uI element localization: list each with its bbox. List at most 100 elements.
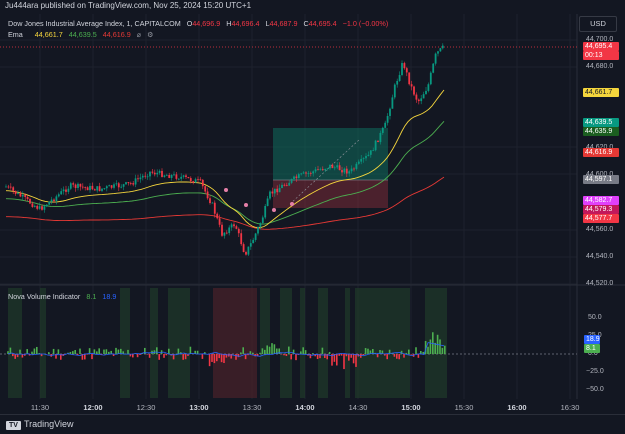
candle-body [430,73,432,85]
volume-bar [283,354,285,355]
volume-zone [355,288,410,398]
close-value: 44,695.4 [309,19,337,28]
volume-bar [377,354,379,357]
tradingview-logo-text: TradingView [24,419,74,429]
volume-bar [211,354,213,362]
candle-body [380,133,382,142]
candle-body [291,179,293,183]
eye-off-icon[interactable]: ⌀ [137,30,141,39]
candle-body [142,176,144,178]
volume-legend[interactable]: Nova Volume Indicator 8.1 18.9 [8,292,120,301]
candle-body [382,128,384,133]
volume-bar [156,347,158,354]
candle-body [387,116,389,123]
candle-body [288,183,290,186]
volume-zone [120,288,130,398]
time-tick: 13:30 [243,403,262,412]
ema-slow-badge: 44,616.9 [583,148,619,157]
volume-value-blue: 18.9 [102,292,116,301]
candle-body [63,190,65,192]
candle-body [22,195,24,196]
volume-bar [403,354,405,358]
volume-bar [302,347,304,354]
candle-body [27,197,29,199]
volume-bar [137,354,139,357]
candle-body [296,177,298,179]
settings-icon[interactable]: ⚙ [147,30,153,39]
candle-body [149,172,151,177]
signal-marker [272,208,276,212]
candle-body [406,68,408,72]
volume-bar [98,348,100,354]
candle-body [423,94,425,98]
candle-body [413,86,415,94]
volume-bar [158,354,160,360]
volume-bar [418,354,420,358]
candle-body [334,167,336,168]
candle-body [171,175,173,178]
time-tick: 13:00 [189,403,208,412]
volume-bar [185,354,187,359]
candle-body [10,187,12,188]
volume-bar [365,348,367,354]
price-tick: 44,560.0 [586,226,613,233]
volume-bar [149,354,151,358]
candle-body [144,176,146,177]
volume-indicator-name: Nova Volume Indicator [8,292,80,301]
last-price-badge: 44,695.4 [583,42,619,51]
volume-bar [329,352,331,354]
volume-bar [72,351,74,354]
candle-body [168,175,170,178]
candle-body [286,185,288,186]
volume-zone [300,288,305,398]
volume-bar [79,349,81,354]
candle-body [92,186,94,189]
volume-bar [127,350,129,354]
candle-body [269,192,271,199]
target-badge: 44,635.9 [583,127,619,136]
time-tick: 12:30 [137,403,156,412]
candle-body [44,206,46,210]
chart-canvas[interactable] [0,14,625,414]
volume-bar [406,353,408,354]
volume-bar [338,354,340,356]
candle-body [394,85,396,98]
volume-bar [36,347,38,354]
publisher-text: Ju444ara published on TradingView.com, N… [5,1,251,10]
currency-button[interactable]: USD [579,16,617,32]
candle-body [351,169,353,172]
candle-body [164,175,166,176]
candle-body [231,224,233,227]
open-value: 44,696.9 [192,19,220,28]
volume-bar [362,354,364,355]
symbol-legend[interactable]: Dow Jones Industrial Average Index, 1, C… [8,19,392,28]
candle-body [104,188,106,189]
candle-body [156,173,158,174]
ema-legend[interactable]: Ema 44,661.7 44,639.5 44,616.9 ⌀ ⚙ [8,30,158,39]
candle-body [214,203,216,214]
volume-bar [132,354,134,357]
volume-bar [305,350,307,354]
volume-bar [353,354,355,363]
candle-body [207,191,209,198]
candle-body [435,54,437,64]
volume-bar [271,343,273,354]
candle-body [327,168,329,169]
candle-body [212,203,214,204]
candle-body [192,181,194,183]
volume-bar [422,352,424,354]
candle-body [360,159,362,162]
candle-body [24,195,26,197]
volume-bar [106,349,108,354]
candle-body [68,189,70,192]
candle-body [389,109,391,116]
candle-body [401,63,403,75]
volume-bar [336,354,338,365]
volume-value-green: 8.1 [86,292,96,301]
candle-body [113,184,115,187]
volume-bar [396,354,398,359]
candle-body [365,156,367,158]
ema-value-mid: 44,639.5 [69,30,97,39]
candle-body [166,175,168,176]
